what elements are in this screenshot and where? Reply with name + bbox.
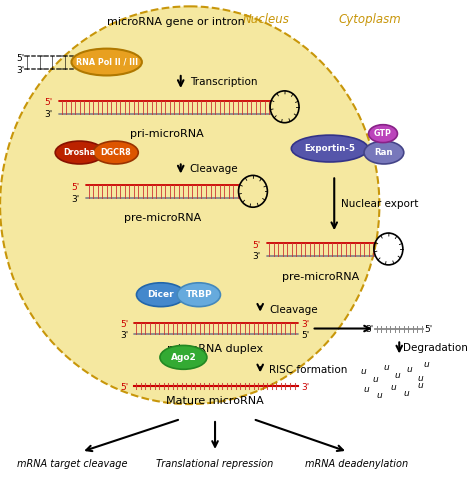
Ellipse shape <box>369 124 398 143</box>
Text: Dicer: Dicer <box>147 290 174 299</box>
Text: u: u <box>403 389 410 398</box>
Text: 3': 3' <box>120 331 128 340</box>
Text: u: u <box>372 375 378 384</box>
Text: 5': 5' <box>71 183 80 192</box>
Text: Translational repression: Translational repression <box>156 459 273 469</box>
Ellipse shape <box>177 283 220 307</box>
Text: Ran: Ran <box>374 148 393 157</box>
Text: pri-microRNA: pri-microRNA <box>130 129 204 139</box>
Text: GTP: GTP <box>374 129 392 138</box>
Ellipse shape <box>160 345 207 369</box>
Ellipse shape <box>55 141 104 164</box>
Text: 5': 5' <box>252 241 260 249</box>
Text: RNA Pol II / III: RNA Pol II / III <box>76 57 138 67</box>
Text: u: u <box>390 383 396 392</box>
Text: Transcription: Transcription <box>190 77 257 87</box>
Text: u: u <box>417 374 423 383</box>
Text: 3': 3' <box>365 325 373 334</box>
Text: Nuclear export: Nuclear export <box>341 199 419 209</box>
Text: Cleavage: Cleavage <box>269 305 318 315</box>
Text: u: u <box>423 360 429 369</box>
Text: u: u <box>364 385 370 393</box>
Text: 3': 3' <box>71 195 80 204</box>
Text: microRNA duplex: microRNA duplex <box>167 344 263 354</box>
Ellipse shape <box>72 49 142 75</box>
Text: 5': 5' <box>44 98 53 107</box>
Text: 3': 3' <box>301 383 309 392</box>
Text: pre-microRNA: pre-microRNA <box>282 272 359 282</box>
Text: Drosha: Drosha <box>64 148 96 157</box>
Text: Mature microRNA: Mature microRNA <box>166 396 264 406</box>
Text: microRNA gene or intron: microRNA gene or intron <box>107 17 245 27</box>
Text: TRBP: TRBP <box>185 290 212 299</box>
Text: 5': 5' <box>17 53 25 63</box>
Text: Degradation: Degradation <box>403 343 468 353</box>
Text: pre-microRNA: pre-microRNA <box>124 213 201 223</box>
Text: DGCR8: DGCR8 <box>100 148 131 157</box>
Text: mRNA deadenylation: mRNA deadenylation <box>305 459 409 469</box>
Text: 5': 5' <box>120 320 128 329</box>
Text: 3': 3' <box>252 252 260 262</box>
Ellipse shape <box>93 141 138 164</box>
Ellipse shape <box>0 6 379 404</box>
Text: Cytoplasm: Cytoplasm <box>339 13 402 26</box>
Text: mRNA target cleavage: mRNA target cleavage <box>17 459 128 469</box>
Text: Cleavage: Cleavage <box>190 165 238 174</box>
Text: 3': 3' <box>17 67 25 75</box>
Text: Nucleus: Nucleus <box>243 13 290 26</box>
Text: u: u <box>384 363 390 372</box>
Text: Exportin-5: Exportin-5 <box>304 144 355 153</box>
Ellipse shape <box>292 135 368 162</box>
Text: 3': 3' <box>301 320 309 329</box>
Ellipse shape <box>364 141 404 164</box>
Text: Ago2: Ago2 <box>171 353 196 362</box>
Text: 5': 5' <box>425 325 433 334</box>
Text: u: u <box>406 365 412 374</box>
Text: u: u <box>394 371 401 380</box>
Text: u: u <box>417 381 423 390</box>
Text: 5': 5' <box>301 331 309 340</box>
Text: RISC formation: RISC formation <box>269 365 347 375</box>
Ellipse shape <box>137 283 185 307</box>
Text: 3': 3' <box>44 110 53 119</box>
Text: u: u <box>360 367 366 376</box>
Text: 5': 5' <box>120 383 128 392</box>
Text: u: u <box>376 391 382 400</box>
